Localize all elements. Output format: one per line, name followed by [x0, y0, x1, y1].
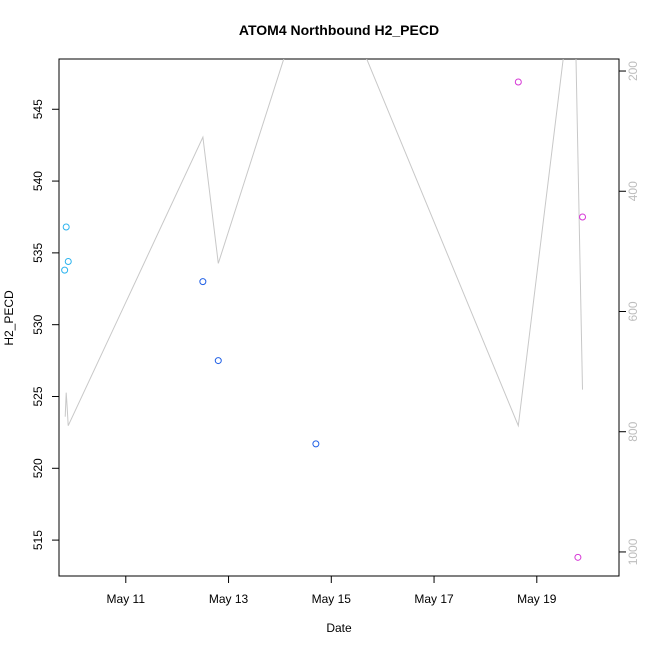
- x-tick-label-4: May 19: [517, 592, 557, 606]
- right-axis: 200 400 600 800 1000: [619, 61, 640, 565]
- x-tick-label-1: May 13: [209, 592, 249, 606]
- data-point-0-0: [62, 223, 70, 231]
- data-point-1-1: [214, 357, 222, 365]
- depth-line: [64, 59, 583, 428]
- plot-frame: [58, 58, 620, 577]
- y-tick-label-3: 530: [31, 314, 45, 334]
- y-tick-label-5: 540: [31, 171, 45, 191]
- data-point-2-2: [579, 213, 587, 221]
- data-point-2-0: [514, 78, 522, 86]
- right-tick-label-3: 800: [626, 421, 640, 441]
- data-point-1-0: [199, 278, 207, 286]
- y-tick-label-0: 515: [31, 530, 45, 550]
- y-axis: 515 520 525 530 535 540 545: [31, 99, 59, 550]
- points-layer: [61, 78, 587, 561]
- y-tick-label-6: 545: [31, 99, 45, 119]
- x-axis-label: Date: [326, 621, 352, 635]
- data-point-0-2: [64, 257, 72, 265]
- data-point-2-1: [574, 553, 582, 561]
- x-tick-label-0: May 11: [107, 592, 146, 606]
- right-tick-label-1: 400: [626, 181, 640, 201]
- y-tick-label-2: 525: [31, 386, 45, 406]
- y-tick-label-1: 520: [31, 458, 45, 478]
- data-point-0-1: [61, 266, 69, 274]
- right-tick-label-4: 1000: [626, 538, 640, 565]
- x-axis: May 11 May 13 May 15 May 17 May 19: [107, 576, 557, 606]
- y-tick-label-4: 535: [31, 243, 45, 263]
- right-tick-label-0: 200: [626, 61, 640, 81]
- y-axis-label: H2_PECD: [2, 290, 16, 346]
- line-layer: [64, 59, 583, 428]
- x-tick-label-3: May 17: [414, 592, 454, 606]
- x-tick-label-2: May 15: [312, 592, 352, 606]
- chart-title: ATOM4 Northbound H2_PECD: [239, 22, 439, 38]
- right-tick-label-2: 600: [626, 301, 640, 321]
- data-point-1-2: [312, 440, 320, 448]
